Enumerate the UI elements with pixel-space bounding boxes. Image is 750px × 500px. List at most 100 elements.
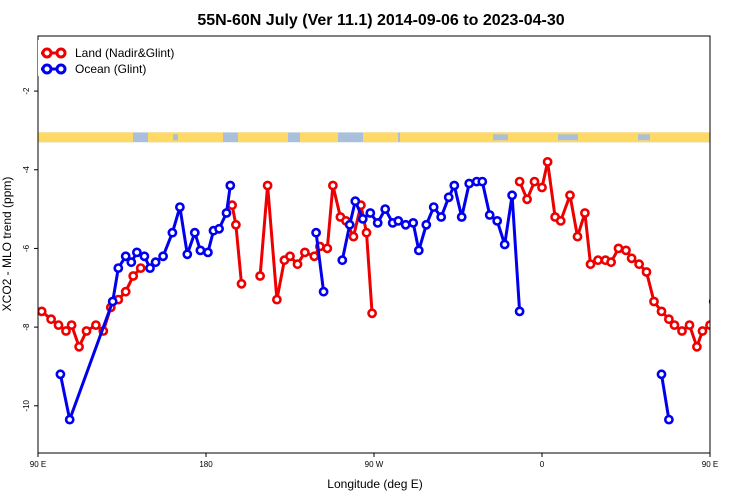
- series-layer: [38, 156, 736, 425]
- data-point-ocean: [64, 414, 75, 425]
- series-line-land: [230, 204, 243, 284]
- data-point-ocean: [150, 257, 161, 268]
- data-point-ocean: [337, 255, 348, 266]
- data-point-ocean: [318, 286, 329, 297]
- data-point-land: [621, 245, 631, 256]
- data-point-land: [74, 341, 84, 352]
- data-point-ocean: [729, 259, 736, 266]
- data-point-land: [641, 267, 652, 277]
- data-point-land: [585, 259, 596, 270]
- legend-marker-land: [41, 47, 53, 59]
- data-point-ocean: [428, 202, 439, 212]
- data-point-ocean: [413, 245, 424, 256]
- data-point-ocean: [167, 227, 178, 238]
- data-point-land: [309, 251, 320, 262]
- series-line-land: [518, 160, 710, 349]
- y-axis-label: XCO2 - MLO trend (ppm): [0, 177, 14, 312]
- map-strip-ocean-patch: [493, 134, 508, 141]
- map-strip-land: [148, 132, 223, 143]
- data-point-land: [230, 219, 241, 230]
- data-point-land: [255, 271, 265, 281]
- data-point-land: [292, 259, 303, 270]
- legend: Land (Nadir&Glint) Ocean (Glint): [38, 40, 188, 76]
- data-point-ocean: [189, 227, 200, 238]
- data-point-land: [697, 326, 708, 336]
- x-tick-label: 180: [199, 460, 213, 469]
- plot-frame: [37, 35, 711, 454]
- data-point-land: [649, 296, 659, 307]
- data-point-land: [327, 180, 338, 191]
- map-strip-ocean-patch: [173, 134, 178, 141]
- data-point-ocean: [456, 212, 467, 222]
- data-point-ocean: [507, 190, 517, 201]
- data-point-land: [669, 320, 680, 330]
- data-point-land: [692, 341, 702, 352]
- data-point-ocean: [131, 247, 142, 258]
- series-line-land: [40, 267, 142, 349]
- data-point-ocean: [408, 217, 419, 228]
- data-point-ocean: [350, 196, 361, 207]
- chart-title: 55N-60N July (Ver 11.1) 2014-09-06 to 20…: [197, 12, 564, 29]
- data-point-ocean: [202, 247, 213, 258]
- data-point-ocean: [182, 249, 193, 260]
- y-axis: -2 -4 -6 -8 -10: [22, 87, 38, 412]
- data-point-land: [705, 320, 710, 330]
- data-point-ocean: [477, 176, 488, 187]
- data-point-land: [514, 176, 525, 187]
- data-point-ocean: [514, 306, 525, 317]
- map-strip-land: [400, 132, 710, 143]
- data-point-ocean: [344, 219, 355, 230]
- data-point-land: [606, 257, 616, 268]
- data-point-ocean: [716, 265, 723, 272]
- data-point-land: [299, 247, 310, 258]
- y-tick-label: -2: [22, 87, 31, 95]
- data-point-ocean: [656, 369, 667, 380]
- data-point-land: [634, 259, 644, 270]
- data-point-land: [262, 180, 273, 191]
- data-point-ocean: [174, 202, 185, 212]
- data-point-land: [580, 208, 590, 218]
- data-point-ocean: [221, 208, 232, 218]
- data-point-ocean: [365, 208, 376, 218]
- data-point-ocean: [723, 253, 730, 260]
- data-point-land: [66, 320, 77, 330]
- data-point-ocean: [158, 251, 168, 262]
- series-line-ocean: [314, 232, 326, 292]
- data-point-land: [271, 294, 282, 305]
- data-point-land: [537, 182, 547, 193]
- data-point-land: [135, 263, 146, 273]
- data-point-land: [38, 306, 47, 317]
- data-point-land: [367, 308, 377, 319]
- map-strip-ocean-patch: [558, 134, 578, 141]
- data-point-land: [522, 194, 532, 205]
- data-point-ocean: [225, 180, 236, 191]
- data-point-ocean: [664, 414, 674, 425]
- data-point-ocean: [139, 251, 150, 262]
- data-point-land: [565, 190, 575, 201]
- data-point-ocean: [380, 204, 391, 214]
- data-point-land: [348, 231, 359, 242]
- data-point-ocean: [400, 219, 411, 230]
- map-strip: [38, 132, 710, 143]
- data-point-ocean: [126, 257, 137, 268]
- legend-marker-ocean: [41, 63, 53, 75]
- data-point-ocean: [421, 219, 432, 230]
- y-tick-label: -8: [22, 323, 31, 331]
- data-point-ocean: [484, 210, 495, 220]
- data-point-ocean: [107, 296, 118, 307]
- data-point-ocean: [145, 263, 155, 273]
- x-tick-label: 90 W: [365, 460, 384, 469]
- data-point-land: [91, 320, 101, 330]
- data-point-ocean: [443, 192, 454, 203]
- data-point-ocean: [436, 212, 447, 222]
- y-tick-label: -4: [22, 166, 31, 174]
- legend-label-ocean: Ocean (Glint): [75, 62, 146, 76]
- data-point-land: [53, 320, 64, 330]
- x-tick-label: 90 E: [702, 460, 718, 469]
- data-point-land: [613, 243, 624, 254]
- map-strip-land: [363, 132, 398, 143]
- data-point-ocean: [120, 251, 131, 262]
- data-point-land: [555, 215, 566, 226]
- data-point-land: [626, 253, 637, 264]
